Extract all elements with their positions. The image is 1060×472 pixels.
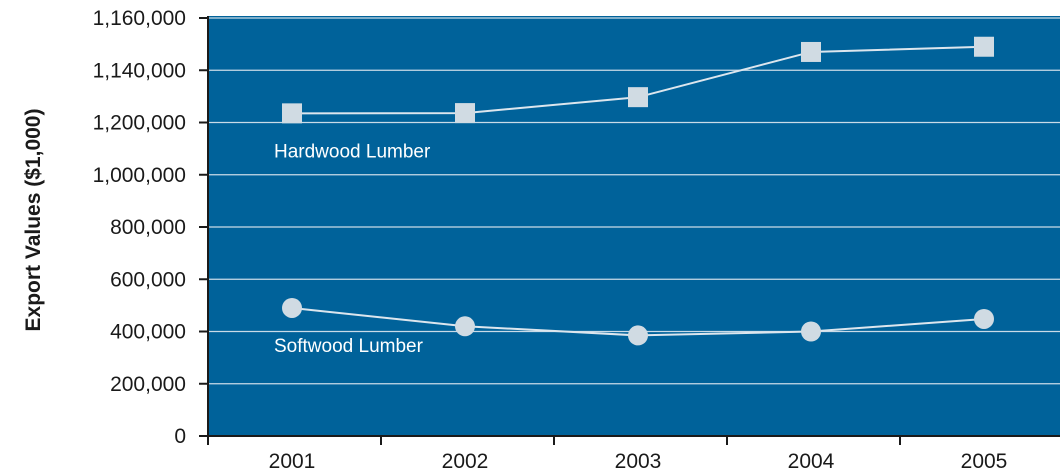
- y-tick-label: 1,140,000: [93, 59, 186, 82]
- series-softwood-lumber: Softwood Lumber: [274, 297, 994, 357]
- data-point-square: [801, 41, 821, 62]
- x-axis: 2001 2002 2003 2004 2005: [207, 435, 1060, 472]
- data-point-square: [282, 103, 302, 124]
- y-tick-label: 1,000,000: [93, 164, 186, 187]
- data-point-square: [628, 87, 648, 108]
- y-tick-label: 0: [174, 425, 186, 448]
- series-hardwood-lumber: Hardwood Lumber: [274, 36, 994, 162]
- x-tick-label: 2002: [442, 450, 489, 472]
- x-tick-label: 2003: [615, 450, 662, 472]
- y-axis: 0 200,000 400,000 600,000 800,000 1,000,000 1,…: [93, 7, 209, 448]
- data-point-circle: [282, 297, 302, 318]
- data-point-circle: [974, 308, 994, 329]
- y-tick-label: 600,000: [110, 268, 186, 291]
- series-label: Softwood Lumber: [274, 336, 424, 357]
- x-tick-label: 2001: [269, 450, 316, 472]
- series-label: Hardwood Lumber: [274, 141, 431, 162]
- data-point-circle: [455, 316, 475, 337]
- data-point-circle: [801, 321, 821, 342]
- y-tick-label: 1,160,000: [93, 7, 186, 30]
- x-tick-label: 2004: [788, 450, 835, 472]
- y-tick-label: 1,200,000: [93, 112, 186, 135]
- y-axis-title: Export Values ($1,000): [22, 109, 45, 332]
- data-point-square: [455, 103, 475, 124]
- data-point-circle: [628, 325, 648, 346]
- plot-area: [208, 16, 1060, 436]
- y-tick-label: 200,000: [110, 373, 186, 396]
- gridlines: [208, 17, 1060, 385]
- x-tick-label: 2005: [961, 450, 1008, 472]
- data-point-square: [974, 36, 994, 57]
- series-layer: Hardwood Lumber Softwood Lumber: [274, 36, 994, 357]
- y-tick-label: 800,000: [110, 216, 186, 239]
- y-tick-label: 400,000: [110, 321, 186, 344]
